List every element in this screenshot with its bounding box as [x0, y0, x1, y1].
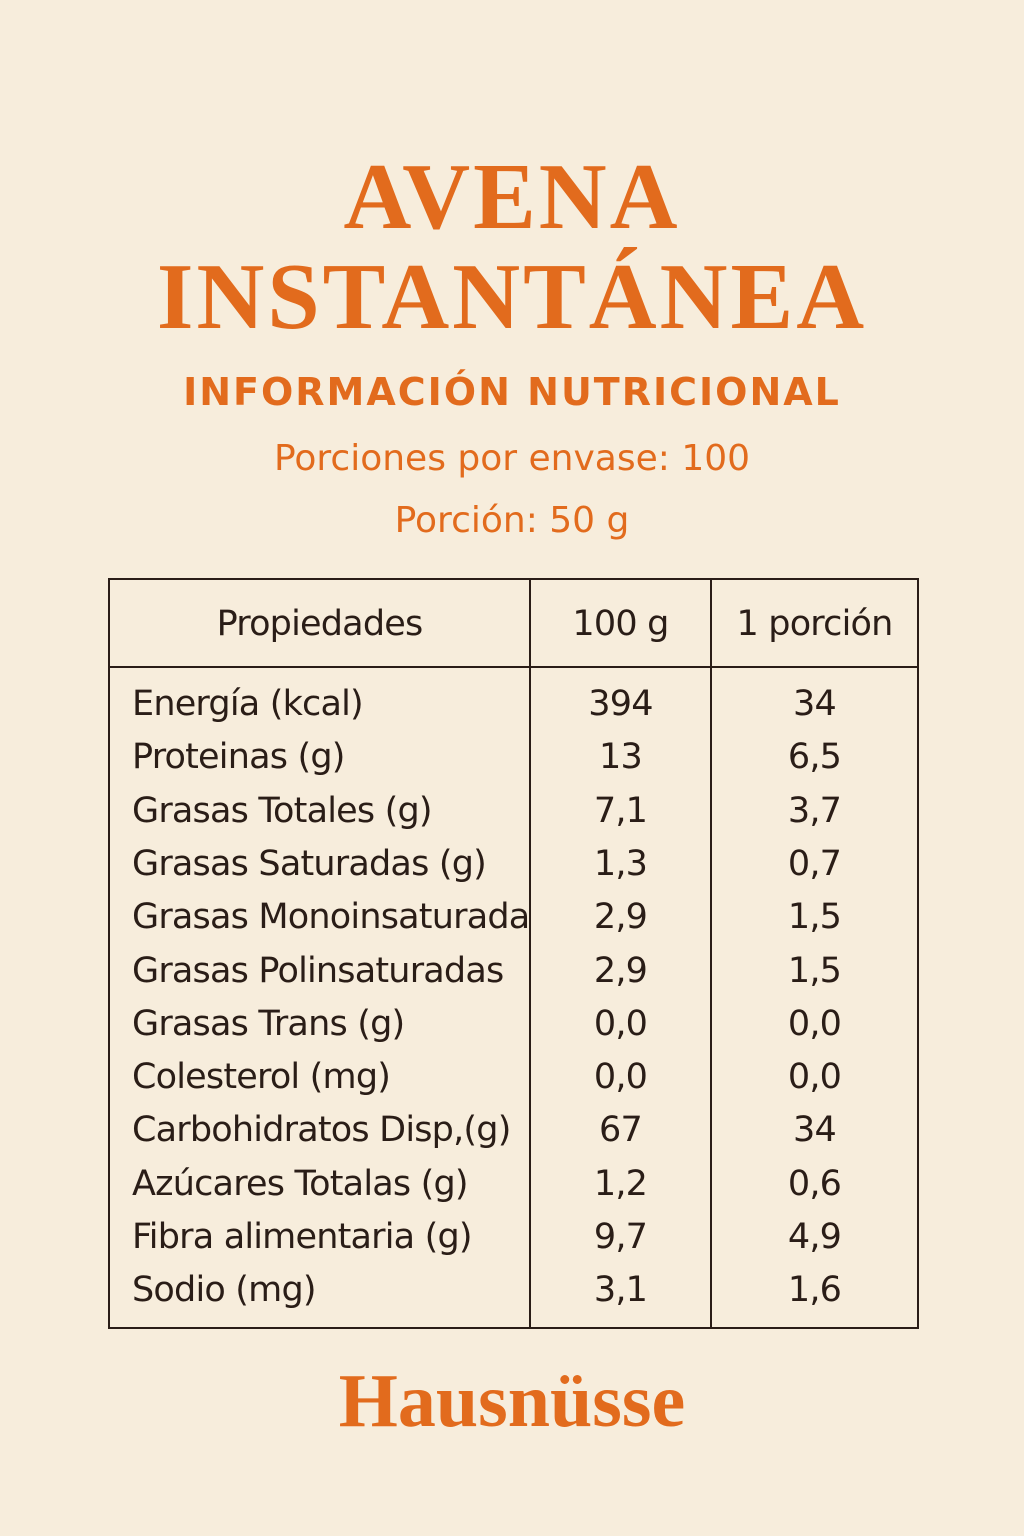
- column-divider: [710, 580, 712, 1327]
- row-value: 0,0: [593, 1057, 648, 1098]
- row-value: 1,3: [593, 843, 648, 884]
- row-value: 34: [793, 684, 837, 724]
- row-value: 6,5: [787, 737, 842, 778]
- row-label: Grasas Trans (g): [132, 1003, 405, 1044]
- row-label: Fibra alimentaria (g): [132, 1217, 473, 1257]
- row-label: Sodio (mg): [132, 1270, 317, 1311]
- title-line: AVENA: [343, 145, 681, 249]
- row-label: Carbohidratos Disp,(g): [132, 1110, 511, 1151]
- row-value: 0,0: [787, 1003, 842, 1044]
- row-label: Grasas Saturadas (g): [132, 843, 487, 884]
- row-label: Energía (kcal): [132, 684, 364, 724]
- row-value: 1,6: [787, 1270, 842, 1311]
- row-value: 13: [599, 737, 643, 778]
- row-value: 1,5: [787, 897, 842, 938]
- servings: Porciones por envase: 100: [273, 438, 751, 479]
- nutrition-table: Propiedades 100 g 1 porción Energía (kcal) 3…: [108, 578, 919, 1329]
- column-header: 100 g: [572, 604, 669, 644]
- row-value: 0,6: [787, 1163, 842, 1204]
- row-value: 1,5: [787, 950, 842, 991]
- row-label: Colesterol (mg): [132, 1057, 391, 1098]
- row-value: 0,0: [787, 1057, 842, 1098]
- row-value: 7,1: [593, 790, 648, 831]
- row-value: 67: [599, 1110, 643, 1151]
- row-value: 0,0: [593, 1003, 648, 1044]
- subtitle: INFORMACIÓN NUTRICIONAL: [183, 370, 841, 414]
- column-header: 1 porción: [736, 604, 893, 644]
- row-label: Grasas Monoinsaturada: [132, 897, 530, 938]
- row-value: 2,9: [593, 897, 648, 938]
- row-value: 0,7: [787, 843, 842, 884]
- row-value: 34: [793, 1110, 837, 1151]
- row-label: Azúcares Totalas (g): [132, 1163, 469, 1204]
- row-label: Grasas Polinsaturadas: [132, 950, 504, 991]
- row-label: Grasas Totales (g): [132, 790, 433, 831]
- row-value: 394: [588, 684, 653, 724]
- row-value: 2,9: [593, 950, 648, 991]
- row-value: 9,7: [593, 1217, 648, 1257]
- column-header: Propiedades: [216, 604, 424, 644]
- brand: Hausnüsse: [338, 1359, 686, 1443]
- row-value: 4,9: [787, 1217, 842, 1257]
- title-line: INSTANTÁNEA: [156, 245, 868, 349]
- portion: Porción: 50 g: [394, 500, 630, 541]
- column-divider: [529, 580, 531, 1327]
- row-value: 3,7: [787, 790, 842, 831]
- row-value: 3,1: [593, 1270, 648, 1311]
- header-divider: [110, 666, 917, 668]
- row-label: Proteinas (g): [132, 737, 345, 778]
- row-value: 1,2: [593, 1163, 648, 1204]
